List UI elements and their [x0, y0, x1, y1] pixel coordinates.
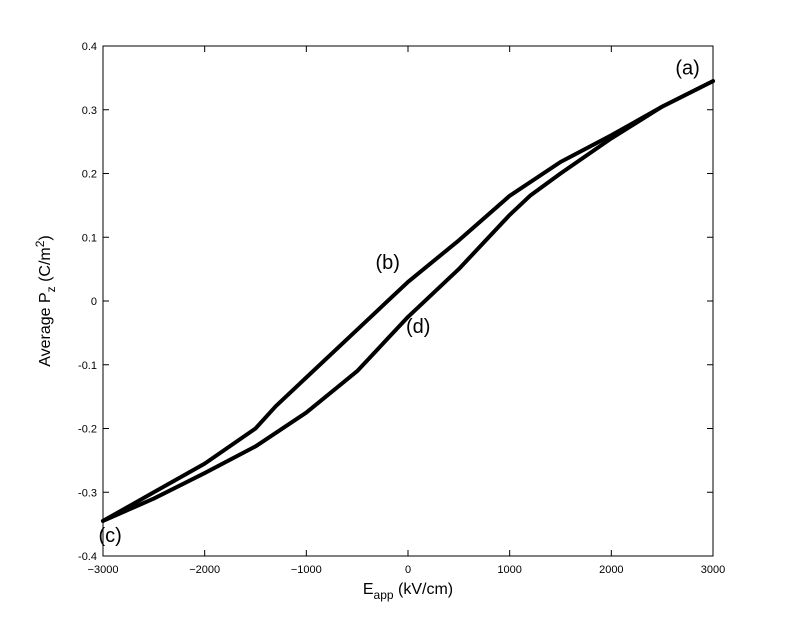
y-tick-label: -0.1	[78, 360, 97, 372]
x-axis-label-subscript: app	[374, 588, 394, 602]
series-line-1	[101, 79, 715, 523]
annotations: (a) (b) (c) (d)	[98, 58, 699, 547]
y-tick-label: 0.1	[82, 232, 97, 244]
curves	[101, 79, 715, 523]
annotation-label: (b)	[375, 252, 399, 274]
y-tick-label: 0	[91, 296, 97, 308]
x-axis-label-unit: (kV/cm)	[394, 581, 454, 598]
tick-labels: −3000 −2000 −1000 0 1000 2000 3000 -0.4 -0.3 -0.2…	[78, 41, 725, 576]
series-line-2	[101, 79, 715, 523]
y-tick-label: -0.4	[78, 551, 97, 563]
x-axis-label-main: E	[363, 581, 374, 598]
annotation-label: (c)	[98, 525, 121, 547]
y-axis-label-subscript: z	[44, 286, 58, 292]
annotation-label: (d)	[406, 316, 430, 338]
x-tick-label: 2000	[599, 564, 623, 576]
x-tick-label: 1000	[497, 564, 521, 576]
y-tick-label: -0.2	[78, 424, 97, 436]
x-tick-label: −1000	[291, 564, 322, 576]
y-axis-label-superscript: 2	[33, 240, 47, 247]
y-axis-label: Average Pz (C/m2)	[33, 235, 58, 367]
y-axis-label-main: Average P	[37, 292, 54, 366]
y-axis-label-unit: (C/m	[37, 247, 54, 286]
x-tick-label: 3000	[701, 564, 725, 576]
tick-marks	[102, 45, 714, 557]
y-axis-label-close: )	[37, 235, 54, 240]
y-tick-label: 0.3	[82, 105, 97, 117]
x-tick-label: −2000	[189, 564, 220, 576]
y-tick-label: 0.2	[82, 169, 97, 181]
x-axis-label: Eapp (kV/cm)	[363, 581, 453, 602]
x-tick-label: 0	[405, 564, 411, 576]
annotation-label: (a)	[675, 58, 699, 80]
x-tick-label: −3000	[88, 564, 119, 576]
y-tick-label: -0.3	[78, 487, 97, 499]
y-tick-label: 0.4	[82, 41, 97, 53]
